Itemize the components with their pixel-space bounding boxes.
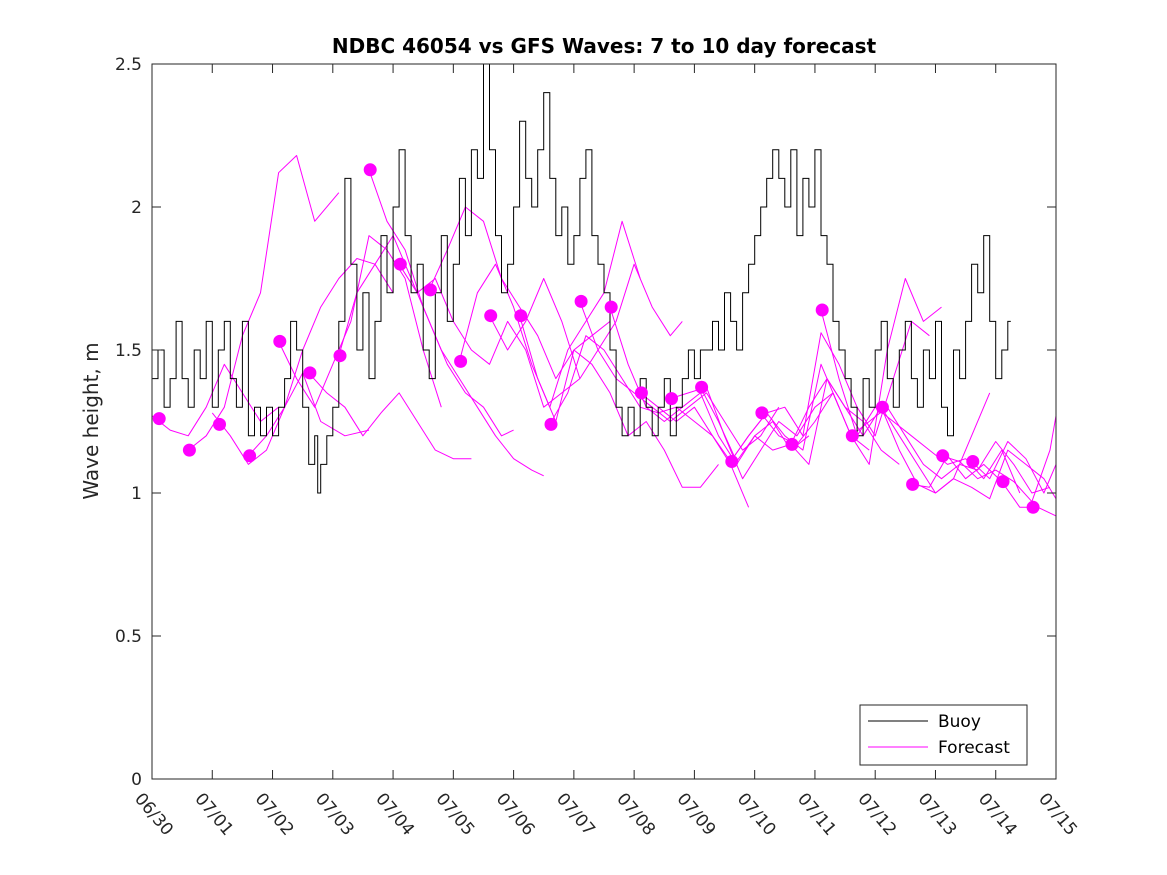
y-axis-label: Wave height, m: [79, 342, 103, 499]
y-tick-label: 1: [131, 484, 142, 504]
y-axis: 0 0.5 1 1.5 2 2.5: [115, 55, 1056, 790]
forecast-line: [308, 372, 472, 460]
plot-frame: [151, 63, 1057, 780]
forecast-marker: [484, 309, 498, 323]
plot-area: [151, 63, 1057, 780]
y-tick-label: 1.5: [115, 341, 142, 361]
forecast-marker: [785, 437, 799, 451]
forecast-marker: [695, 380, 709, 394]
plot-background: [152, 64, 1056, 779]
forecast-line: [187, 155, 340, 451]
forecast-line: [368, 169, 544, 477]
forecast-marker: [755, 406, 769, 420]
chart-title: NDBC 46054 vs GFS Waves: 7 to 10 day for…: [332, 34, 877, 58]
series-layer: [151, 63, 1057, 517]
forecast-marker: [966, 455, 980, 468]
forecast-line: [398, 263, 581, 408]
forecast-marker: [996, 475, 1010, 489]
legend-label-forecast: Forecast: [938, 738, 1010, 758]
forecast-marker: [906, 477, 920, 491]
forecast-marker: [1026, 500, 1040, 514]
forecast-marker: [725, 455, 739, 468]
forecast-marker: [303, 366, 317, 380]
forecast-line: [151, 363, 279, 437]
forecast-marker: [665, 392, 678, 406]
forecast-marker: [182, 443, 196, 457]
markers-layer: [152, 163, 1040, 514]
forecast-line: [519, 315, 719, 488]
forecast-marker: [273, 334, 287, 348]
y-tick-label: 0.5: [115, 627, 142, 647]
forecast-marker: [634, 386, 648, 400]
forecast-marker: [393, 257, 407, 271]
legend: Buoy Forecast: [859, 704, 1028, 766]
legend-box: [859, 704, 1028, 766]
forecast-line: [278, 235, 442, 408]
buoy-line: [152, 63, 1011, 494]
forecast-line: [699, 378, 900, 465]
forecast-marker: [454, 354, 468, 368]
forecast-marker: [243, 449, 257, 463]
forecast-marker: [845, 429, 859, 443]
forecast-marker: [936, 449, 950, 463]
forecast-marker: [333, 349, 347, 363]
forecast-marker: [363, 163, 377, 177]
y-tick-label: 0: [131, 770, 142, 790]
forecast-marker: [514, 309, 528, 323]
forecast-line: [579, 301, 780, 451]
forecast-marker: [574, 294, 588, 308]
y-tick-label: 2.5: [115, 55, 142, 75]
forecast-marker: [152, 412, 166, 426]
forecast-marker: [815, 303, 829, 317]
forecast-marker: [213, 417, 226, 431]
forecast-marker: [423, 283, 437, 297]
y-tick-label: 2: [131, 198, 142, 218]
forecast-line: [790, 378, 991, 494]
legend-label-buoy: Buoy: [938, 712, 981, 732]
forecast-marker: [544, 417, 558, 431]
forecast-marker: [875, 400, 889, 414]
forecast-line: [971, 441, 1057, 494]
forecast-marker: [604, 300, 618, 314]
